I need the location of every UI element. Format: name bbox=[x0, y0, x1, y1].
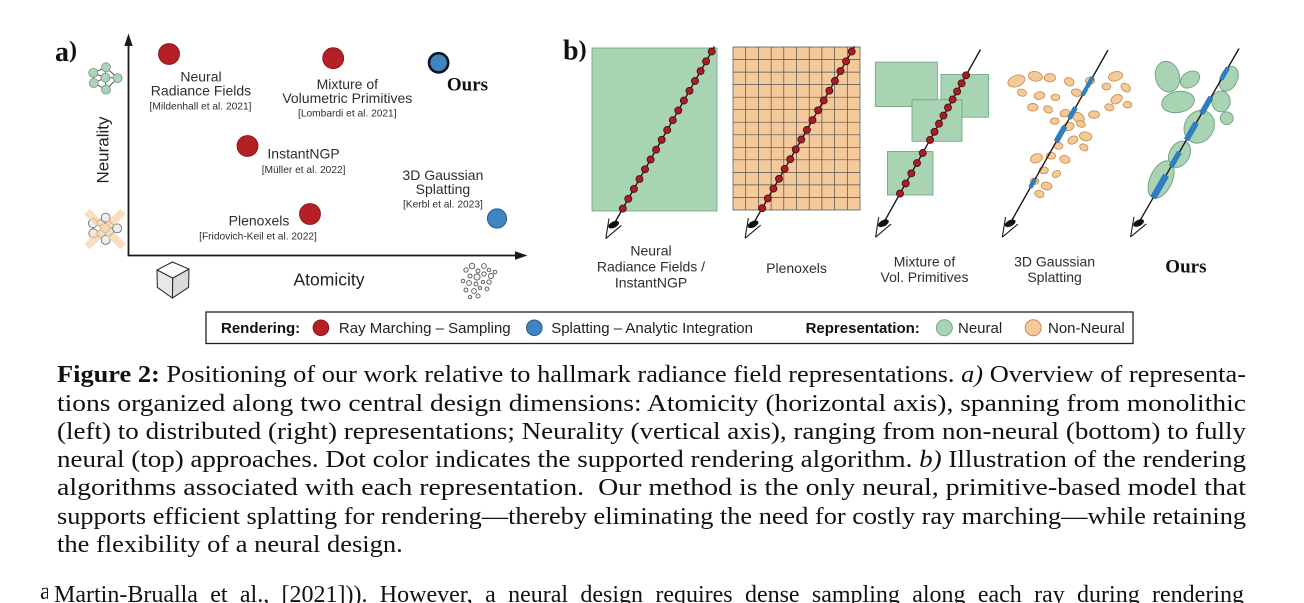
svg-text:Neural: Neural bbox=[958, 320, 1002, 337]
svg-text:Radiance Fields /: Radiance Fields / bbox=[597, 259, 705, 275]
svg-text:Atomicity: Atomicity bbox=[294, 270, 365, 290]
svg-text:Radiance Fields: Radiance Fields bbox=[151, 83, 251, 99]
svg-text:Representation:: Representation: bbox=[806, 320, 920, 337]
svg-text:Ours: Ours bbox=[1165, 257, 1206, 278]
svg-text:Plenoxels: Plenoxels bbox=[229, 212, 290, 228]
svg-text:Mixture of: Mixture of bbox=[317, 76, 379, 92]
svg-text:Splatting: Splatting bbox=[1027, 269, 1081, 285]
svg-text:3D Gaussian: 3D Gaussian bbox=[1014, 254, 1095, 270]
svg-text:Volumetric Primitives: Volumetric Primitives bbox=[282, 90, 412, 106]
svg-text:Neural: Neural bbox=[180, 69, 221, 85]
svg-text:InstantNGP: InstantNGP bbox=[615, 275, 687, 291]
svg-text:Ray Marching – Sampling: Ray Marching – Sampling bbox=[339, 320, 511, 337]
svg-text:Neural: Neural bbox=[630, 243, 671, 259]
svg-text:[Lombardi et al. 2021]: [Lombardi et al. 2021] bbox=[298, 109, 397, 120]
svg-text:Splatting – Analytic Integrati: Splatting – Analytic Integration bbox=[551, 320, 753, 337]
svg-text:3D Gaussian: 3D Gaussian bbox=[402, 167, 483, 183]
svg-text:[Fridovich-Keil et al. 2022]: [Fridovich-Keil et al. 2022] bbox=[199, 232, 317, 243]
svg-text:Non-Neural: Non-Neural bbox=[1048, 320, 1125, 337]
svg-text:[Kerbl et al. 2023]: [Kerbl et al. 2023] bbox=[403, 200, 483, 211]
svg-text:Mixture of: Mixture of bbox=[894, 254, 956, 270]
svg-text:Splatting: Splatting bbox=[416, 181, 470, 197]
svg-text:a): a) bbox=[55, 37, 77, 68]
svg-text:Vol. Primitives: Vol. Primitives bbox=[881, 269, 969, 285]
svg-text:b): b) bbox=[563, 36, 587, 67]
svg-text:Ours: Ours bbox=[447, 75, 488, 96]
svg-text:[Müller et al. 2022]: [Müller et al. 2022] bbox=[262, 165, 346, 176]
svg-text:Neurality: Neurality bbox=[94, 116, 113, 184]
svg-text:Plenoxels: Plenoxels bbox=[766, 260, 827, 276]
svg-text:Rendering:: Rendering: bbox=[221, 320, 300, 337]
svg-text:[Mildenhall et al. 2021]: [Mildenhall et al. 2021] bbox=[150, 102, 252, 113]
svg-text:InstantNGP: InstantNGP bbox=[267, 145, 339, 161]
